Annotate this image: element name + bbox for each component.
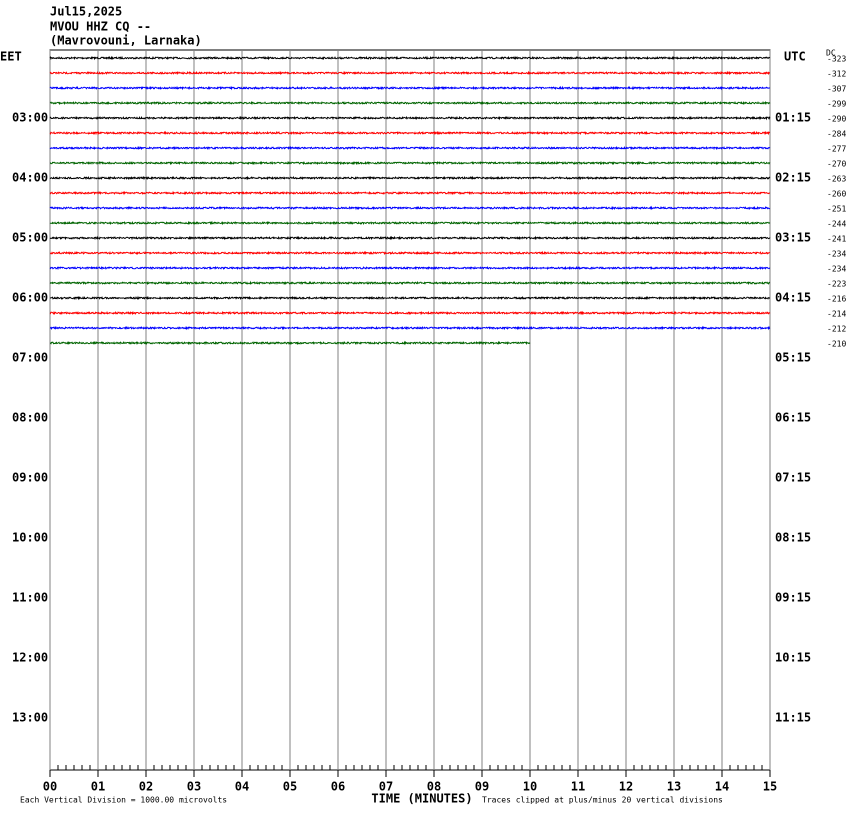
left-axis-label: EET — [0, 50, 22, 64]
seismic-trace — [49, 175, 771, 181]
x-tick-label: 03 — [187, 780, 201, 794]
offset-label: -299 — [827, 100, 846, 109]
x-tick-label: 01 — [91, 780, 105, 794]
offset-label: -312 — [827, 70, 846, 79]
offset-label: -260 — [827, 190, 846, 199]
seismic-trace — [49, 310, 771, 316]
local-time-label: 06:00 — [12, 291, 48, 305]
local-time-label: 11:00 — [12, 591, 48, 605]
x-axis-label: TIME (MINUTES) — [371, 792, 472, 806]
offset-label: -323 — [827, 55, 846, 64]
offset-label: -234 — [827, 250, 846, 259]
offset-label: -234 — [827, 265, 846, 274]
local-time-label: 09:00 — [12, 471, 48, 485]
offset-label: DC — [826, 49, 836, 58]
seismic-trace — [49, 100, 771, 106]
seismic-trace — [49, 115, 771, 121]
x-tick-label: 05 — [283, 780, 297, 794]
x-tick-label: 15 — [763, 780, 777, 794]
x-tick-label: 13 — [667, 780, 681, 794]
seismic-trace — [49, 250, 771, 256]
x-tick-label: 02 — [139, 780, 153, 794]
utc-time-label: 09:15 — [775, 591, 811, 605]
utc-time-label: 05:15 — [775, 351, 811, 365]
local-time-label: 04:00 — [12, 171, 48, 185]
offset-label: -290 — [827, 115, 846, 124]
title-line: Jul15,2025 — [50, 5, 122, 19]
offset-label: -210 — [827, 340, 846, 349]
offset-label: -214 — [827, 310, 846, 319]
seismic-trace — [49, 145, 771, 151]
offset-label: -216 — [827, 295, 846, 304]
offset-label: -284 — [827, 130, 846, 139]
seismic-trace — [49, 220, 771, 226]
local-time-label: 10:00 — [12, 531, 48, 545]
seismic-trace — [49, 340, 531, 346]
utc-time-label: 06:15 — [775, 411, 811, 425]
utc-time-label: 03:15 — [775, 231, 811, 245]
x-tick-label: 14 — [715, 780, 729, 794]
seismic-trace — [49, 205, 771, 211]
title-line: MVOU HHZ CQ -- — [50, 20, 151, 34]
seismic-trace — [49, 235, 771, 241]
utc-time-label: 04:15 — [775, 291, 811, 305]
seismic-trace — [49, 70, 770, 76]
seismic-trace — [49, 265, 771, 271]
offset-label: -277 — [827, 145, 846, 154]
x-tick-label: 07 — [379, 780, 393, 794]
local-time-label: 13:00 — [12, 711, 48, 725]
utc-time-label: 02:15 — [775, 171, 811, 185]
local-time-label: 07:00 — [12, 351, 48, 365]
local-time-label: 08:00 — [12, 411, 48, 425]
title-line: (Mavrovouni, Larnaka) — [50, 34, 202, 48]
offset-label: -241 — [827, 235, 846, 244]
offset-label: -212 — [827, 325, 846, 334]
x-tick-label: 08 — [427, 780, 441, 794]
seismic-trace — [49, 190, 771, 196]
x-tick-label: 09 — [475, 780, 489, 794]
x-tick-label: 04 — [235, 780, 249, 794]
seismic-trace — [49, 85, 770, 91]
seismic-trace — [49, 55, 771, 61]
offset-label: -270 — [827, 160, 846, 169]
x-tick-label: 11 — [571, 780, 585, 794]
note: Each Vertical Division = 1000.00 microvo… — [20, 796, 227, 805]
offset-label: -223 — [827, 280, 846, 289]
offset-label: -263 — [827, 175, 846, 184]
offset-label: -244 — [827, 220, 846, 229]
x-tick-label: 10 — [523, 780, 537, 794]
local-time-label: 12:00 — [12, 651, 48, 665]
seismic-trace — [49, 280, 771, 286]
seismic-trace — [49, 295, 771, 301]
utc-time-label: 11:15 — [775, 711, 811, 725]
right-axis-label: UTC — [784, 50, 806, 64]
offset-label: -251 — [827, 205, 846, 214]
utc-time-label: 07:15 — [775, 471, 811, 485]
utc-time-label: 01:15 — [775, 111, 811, 125]
note: Traces clipped at plus/minus 20 vertical… — [482, 796, 723, 805]
utc-time-label: 10:15 — [775, 651, 811, 665]
seismic-trace — [49, 325, 771, 331]
x-tick-label: 12 — [619, 780, 633, 794]
seismic-trace — [49, 130, 771, 136]
x-tick-label: 00 — [43, 780, 57, 794]
offset-label: -307 — [827, 85, 846, 94]
utc-time-label: 08:15 — [775, 531, 811, 545]
local-time-label: 03:00 — [12, 111, 48, 125]
x-tick-label: 06 — [331, 780, 345, 794]
local-time-label: 05:00 — [12, 231, 48, 245]
plot-frame — [49, 49, 771, 771]
seismic-trace — [49, 160, 771, 166]
